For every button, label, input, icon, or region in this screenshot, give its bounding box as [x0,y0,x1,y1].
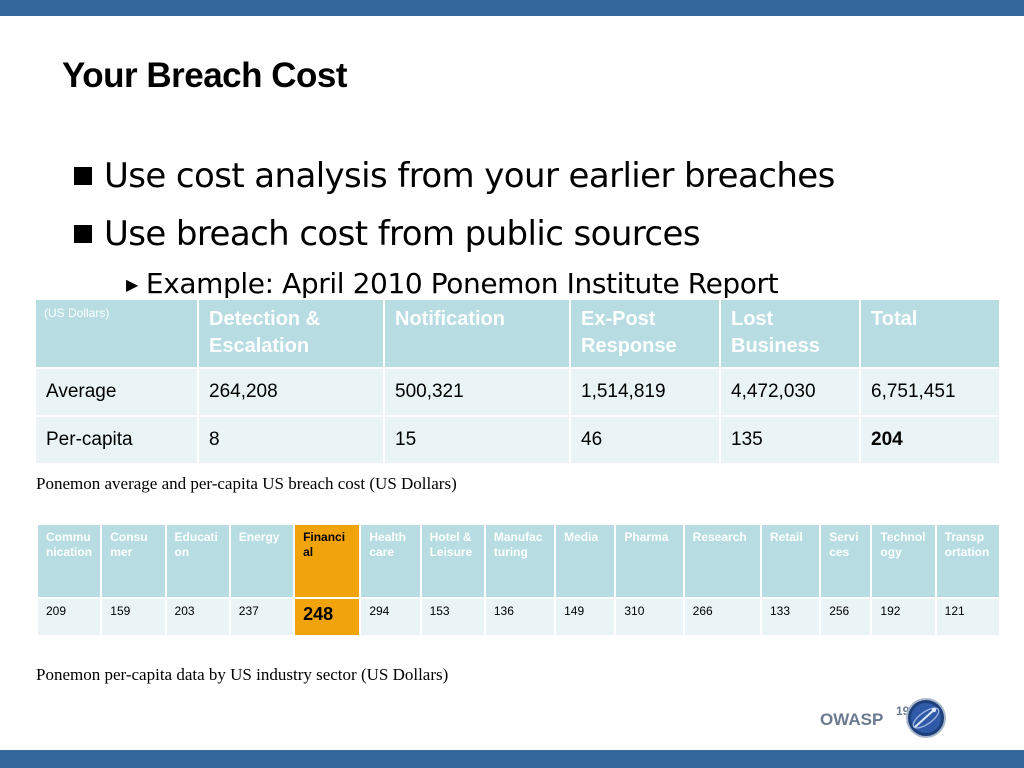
sector-value: 310 [614,597,685,637]
sector-value: 153 [419,597,486,637]
sector-value: 121 [934,597,1002,637]
sector-value: 209 [35,597,103,637]
sector-header: Financial [293,523,362,599]
column-header: Total [859,298,1001,369]
table-row: Average 264,208 500,321 1,514,819 4,472,030 6… [34,367,1001,417]
breach-cost-table: (US Dollars) Detection & Escalation Notif… [34,298,1001,465]
unit-label-cell: (US Dollars) [34,298,199,369]
sector-cost-table: Communication Consumer Education Energy Fina… [35,523,1002,637]
sector-header: Education [164,523,231,599]
bullet-text: Use cost analysis from your earlier brea… [104,156,835,196]
sector-value: 248 [293,597,362,637]
cost-table-caption: Ponemon average and per-capita US breach… [36,474,457,493]
table-row: Per-capita 8 15 46 135 204 [34,415,1001,465]
table-cell: 264,208 [197,367,385,417]
bullet-text: Use breach cost from public sources [104,214,701,254]
table-header-row: Communication Consumer Education Energy Fina… [35,523,1002,599]
table-body: Average 264,208 500,321 1,514,819 4,472,030 6… [34,367,1001,465]
sector-header: Transportation [934,523,1002,599]
sector-header: Hotel & Leisure [419,523,486,599]
sub-bullet-text: Example: April 2010 Ponemon Institute Re… [145,267,779,300]
sector-header: Pharma [614,523,685,599]
sector-header: Technology [870,523,937,599]
owasp-globe-icon [906,698,946,738]
table-cell: 8 [197,415,385,465]
sector-header: Media [554,523,617,599]
sector-value: 266 [682,597,762,637]
sector-header: Health care [359,523,422,599]
table-cell: 1,514,819 [569,367,721,417]
table-cell: 6,751,451 [859,367,1001,417]
sector-table-caption: Ponemon per-capita data by US industry s… [36,665,449,684]
top-band [0,0,1024,16]
sector-value: 294 [359,597,422,637]
table-cell: 500,321 [383,367,571,417]
sector-value: 149 [554,597,617,637]
sector-value: 192 [870,597,937,637]
table-cell: 135 [719,415,861,465]
column-header: Notification [383,298,571,369]
column-header: Lost Business [719,298,861,369]
sector-value: 159 [100,597,167,637]
sector-header: Manufacturing [483,523,557,599]
sector-value: 203 [164,597,231,637]
column-header: Detection & Escalation [197,298,385,369]
row-label: Per-capita [34,415,199,465]
sub-bullet-item: ▶ Example: April 2010 Ponemon Institute R… [126,266,778,300]
owasp-logo-text: OWASP [820,710,884,729]
bullet-item: Use cost analysis from your earlier brea… [70,154,835,198]
table-cell: 15 [383,415,571,465]
bottom-band [0,750,1024,768]
table-cell: 46 [569,415,721,465]
bullet-item: Use breach cost from public sources [70,212,701,256]
sector-value: 136 [483,597,557,637]
square-bullet-icon [74,167,92,185]
table-cell: 4,472,030 [719,367,861,417]
sector-value: 133 [759,597,822,637]
sector-header: Energy [228,523,296,599]
table-header-row: (US Dollars) Detection & Escalation Notif… [34,298,1001,369]
sector-header: Services [819,523,873,599]
column-header: Ex-Post Response [569,298,721,369]
sector-header: Research [682,523,762,599]
table-row: 209 159 203 237 248 294 153 136 149 310 266 133 256 1… [35,597,1002,637]
sector-value: 237 [228,597,296,637]
triangle-right-icon: ▶ [126,275,138,294]
sector-header: Retail [759,523,822,599]
row-label: Average [34,367,199,417]
table-cell: 204 [859,415,1001,465]
sector-value: 256 [819,597,873,637]
slide-title: Your Breach Cost [62,56,348,95]
sector-header: Consumer [100,523,167,599]
sector-header: Communication [35,523,103,599]
square-bullet-icon [74,225,92,243]
slide-number: 19 [896,704,910,718]
